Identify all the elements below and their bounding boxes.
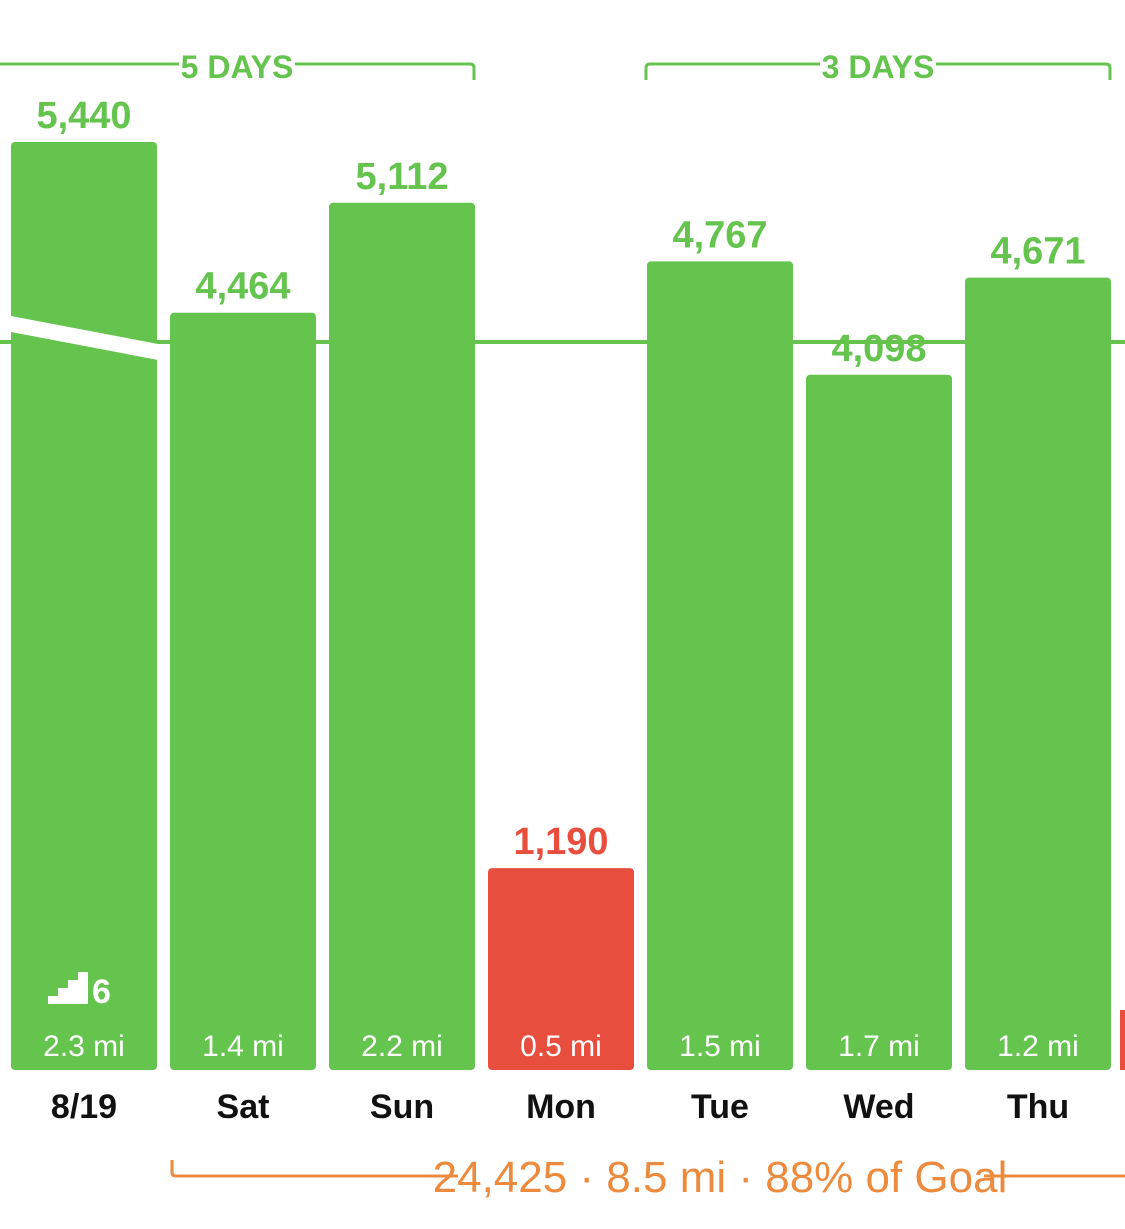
day-label: Thu — [1007, 1088, 1069, 1126]
day-label: Tue — [691, 1088, 749, 1126]
summary-bracket: 24,425 · 8.5 mi · 88% of Goal — [170, 1153, 1125, 1202]
value-label: 5,112 — [356, 156, 449, 198]
bar-Wed[interactable] — [806, 374, 952, 1070]
stairs-step — [68, 980, 78, 1004]
bar-Tue[interactable] — [647, 261, 793, 1070]
stairs-icon — [48, 972, 88, 1004]
distance-label: 1.2 mi — [997, 1030, 1079, 1063]
bar-Thu[interactable] — [965, 277, 1111, 1070]
bar-Sun[interactable] — [329, 202, 475, 1071]
day-label: Sat — [217, 1088, 270, 1126]
streak-label: 3 DAYS — [822, 49, 935, 85]
distance-label: 2.3 mi — [43, 1030, 125, 1063]
streak-line — [644, 62, 1112, 80]
summary-line — [170, 1160, 1125, 1178]
value-label: 4,464 — [195, 266, 290, 308]
distance-label: 1.5 mi — [679, 1030, 761, 1063]
day-label: Wed — [843, 1088, 914, 1126]
distance-label: 2.2 mi — [361, 1030, 443, 1063]
bar-Sat[interactable] — [170, 312, 316, 1070]
value-label: 4,098 — [831, 328, 926, 370]
bar-8-19[interactable] — [11, 142, 157, 1070]
day-label: Mon — [526, 1088, 596, 1126]
summary-text: 24,425 · 8.5 mi · 88% of Goal — [433, 1153, 1008, 1202]
distance-label: 1.7 mi — [838, 1030, 920, 1063]
value-label: 1,190 — [513, 821, 608, 863]
axis-break-mark — [11, 316, 158, 360]
stairs-step — [58, 988, 68, 1004]
distance-label: 1.4 mi — [202, 1030, 284, 1063]
streak-line — [0, 62, 476, 80]
stairs-step — [78, 972, 88, 1004]
bars-group: 5,440 2.3 mi 8/19 4,464 1.4 mi Sat 5,112 2.2 mi… — [0, 95, 1125, 1126]
value-label: 4,767 — [672, 214, 767, 256]
goal-line — [0, 340, 1125, 344]
value-label: 4,671 — [990, 231, 1085, 273]
streak-bracket: 3 DAYS — [644, 49, 1112, 85]
streak-label: 5 DAYS — [181, 49, 294, 85]
day-label: Sun — [370, 1088, 434, 1126]
stairs-step — [48, 996, 60, 1004]
streak-bracket: 5 DAYS — [0, 49, 476, 85]
bar-Mon[interactable] — [488, 868, 634, 1070]
day-label: 8/19 — [51, 1088, 117, 1126]
value-label: 5,440 — [36, 95, 131, 137]
next-bar-partial — [1120, 1010, 1125, 1070]
floors-count: 6 — [92, 973, 111, 1011]
distance-label: 0.5 mi — [520, 1030, 602, 1063]
